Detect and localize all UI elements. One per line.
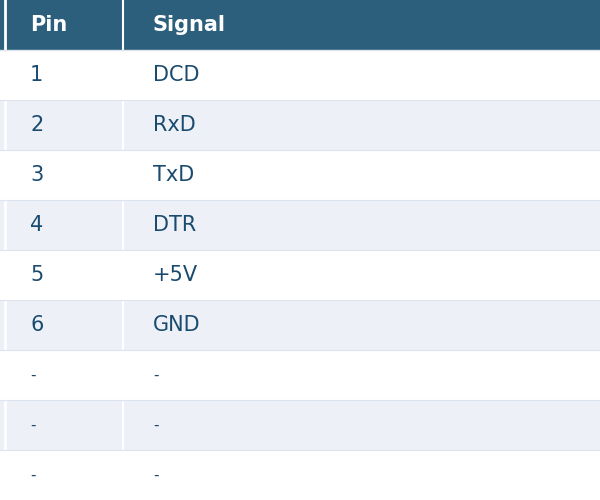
Text: GND: GND <box>153 315 200 335</box>
Text: +5V: +5V <box>153 265 198 285</box>
Text: TxD: TxD <box>153 165 194 185</box>
Bar <box>0 150 600 200</box>
Bar <box>0 0 600 50</box>
Text: 6: 6 <box>30 315 43 335</box>
Bar <box>0 200 600 250</box>
Bar <box>0 300 600 350</box>
Text: 2: 2 <box>30 115 43 135</box>
Bar <box>0 350 600 400</box>
Text: DCD: DCD <box>153 65 199 85</box>
Text: Signal: Signal <box>153 15 226 35</box>
Text: -: - <box>153 468 158 482</box>
Text: RxD: RxD <box>153 115 196 135</box>
Bar <box>0 100 600 150</box>
Text: 1: 1 <box>30 65 43 85</box>
Text: -: - <box>30 418 35 432</box>
Text: -: - <box>153 368 158 382</box>
Bar <box>0 450 600 500</box>
Text: -: - <box>153 418 158 432</box>
Text: -: - <box>30 368 35 382</box>
Text: -: - <box>30 468 35 482</box>
Bar <box>0 400 600 450</box>
Text: 4: 4 <box>30 215 43 235</box>
Text: 3: 3 <box>30 165 43 185</box>
Bar <box>0 50 600 100</box>
Bar <box>0 250 600 300</box>
Text: 5: 5 <box>30 265 43 285</box>
Text: DTR: DTR <box>153 215 196 235</box>
Text: Pin: Pin <box>30 15 67 35</box>
